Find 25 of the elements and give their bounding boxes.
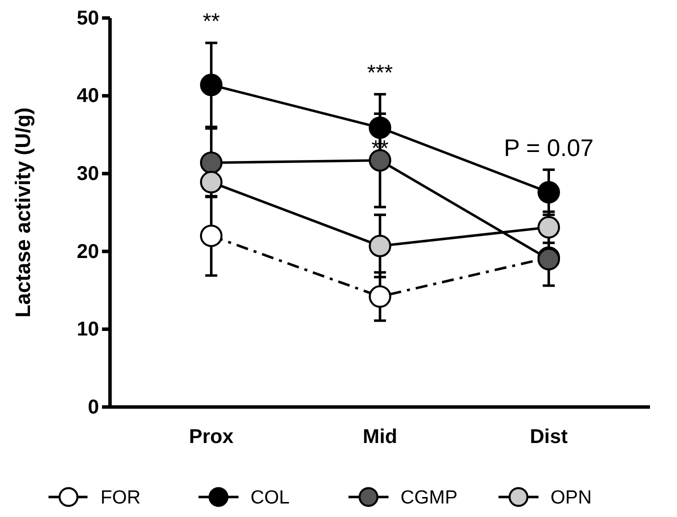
x-tick-label: Mid bbox=[362, 426, 398, 448]
point bbox=[200, 170, 222, 194]
legend-label: CGMP bbox=[400, 488, 458, 509]
y-tick-label: 40 bbox=[76, 85, 99, 108]
annotation: ** bbox=[202, 8, 220, 34]
y-tick-label: 0 bbox=[88, 396, 99, 418]
legend-label: OPN bbox=[550, 488, 592, 509]
point bbox=[368, 234, 392, 258]
point bbox=[200, 151, 222, 174]
annotation: *** bbox=[367, 60, 394, 85]
y-tick-label: 10 bbox=[76, 318, 99, 341]
point bbox=[368, 285, 392, 308]
annotation: P = 0.07 bbox=[504, 135, 594, 162]
x-tick-label: Dist bbox=[530, 426, 568, 448]
x-tick-label: Prox bbox=[189, 426, 234, 448]
y-axis-title: Lactase activity (U/g) bbox=[12, 107, 35, 318]
legend-label: FOR bbox=[100, 488, 141, 509]
y-tick-label: 30 bbox=[76, 163, 99, 185]
legend-label: COL bbox=[250, 488, 290, 509]
point bbox=[538, 216, 560, 239]
point bbox=[200, 224, 222, 248]
y-tick-label: 50 bbox=[76, 7, 99, 30]
point bbox=[200, 74, 222, 96]
y-tick-label: 20 bbox=[76, 240, 99, 263]
point bbox=[538, 181, 560, 204]
